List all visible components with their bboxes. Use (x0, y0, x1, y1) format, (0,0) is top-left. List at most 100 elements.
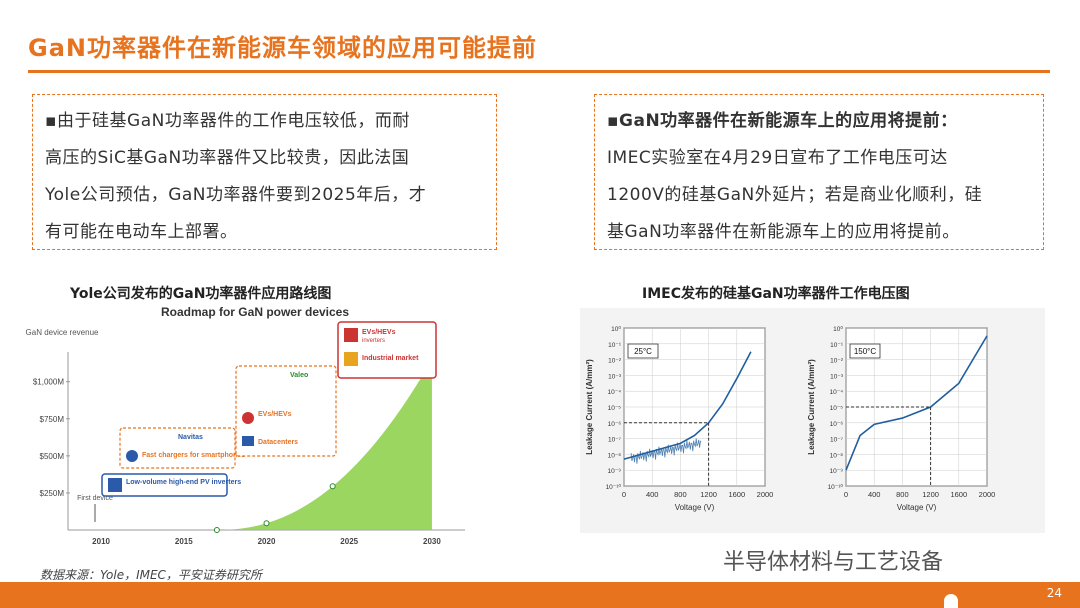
left-box-line-1: ▪由于硅基GaN功率器件的工作电压较低，而耐 (45, 111, 410, 131)
imec-x-tick: 1200 (700, 490, 717, 499)
roadmap-chart: Roadmap for GaN power devices GaN device… (26, 305, 465, 546)
charger-icon (126, 450, 138, 462)
roadmap-x-tick: 2025 (340, 537, 358, 546)
imec-x-tick: 400 (868, 490, 881, 499)
imec-y-label: Leakage Current (A/mm²) (807, 359, 816, 455)
left-box-line-4: 有可能在电动车上部署。 (45, 222, 238, 242)
imec-y-tick: 10⁻⁴ (608, 389, 622, 396)
roadmap-y-tick: $500M (40, 452, 65, 461)
inverter-icon (344, 328, 358, 342)
pv-inverters-box (101, 473, 228, 497)
server-icon (242, 436, 254, 446)
right-box-line-4: 基GaN功率器件在新能源车上的应用将提前。 (607, 222, 960, 242)
roadmap-x-tick: 2015 (175, 537, 193, 546)
imec-y-tick: 10⁻¹ (830, 342, 844, 349)
imec-y-tick: 10⁻⁶ (830, 421, 844, 428)
temperature-label: 25°C (634, 347, 652, 356)
right-box-line-3: 1200V的硅基GaN外延片；若是商业化顺利，硅 (607, 185, 983, 205)
valeo-logo: Valeo (290, 372, 308, 379)
evs-industrial-box (337, 321, 437, 379)
left-box-line-3: Yole公司预估，GaN功率器件要到2025年后，才 (45, 185, 427, 205)
right-box-line-1: ▪GaN功率器件在新能源车上的应用将提前： (607, 111, 958, 131)
imec-y-tick: 10⁻² (830, 358, 844, 365)
footer-logo-badge (944, 594, 958, 608)
imec-y-tick: 10⁻⁷ (608, 437, 622, 444)
navitas-logo: Navitas (178, 434, 203, 441)
solar-panel-icon (108, 478, 122, 492)
roadmap-y-tick: $250M (40, 489, 65, 498)
left-text-box: ▪由于硅基GaN功率器件的工作电压较低，而耐 高压的SiC基GaN功率器件又比较… (32, 94, 497, 250)
roadmap-heading: Roadmap for GaN power devices (161, 305, 349, 319)
imec-y-tick: 10⁻⁶ (608, 421, 622, 428)
imec-y-tick: 10⁻⁷ (830, 437, 844, 444)
slide-title: GaN功率器件在新能源车领域的应用可能提前 (28, 34, 537, 62)
roadmap-x-tick: 2010 (92, 537, 110, 546)
left-box-line-2: 高压的SiC基GaN功率器件又比较贵，因此法国 (45, 148, 410, 168)
imec-x-tick: 1600 (728, 490, 745, 499)
temperature-label: 150°C (854, 347, 877, 356)
imec-y-tick: 10⁰ (833, 325, 843, 333)
imec-x-tick: 1600 (950, 490, 967, 499)
imec-y-tick: 10⁻² (608, 358, 622, 365)
imec-y-tick: 10⁻⁵ (830, 405, 844, 412)
imec-y-label: Leakage Current (A/mm²) (585, 359, 594, 455)
roadmap-revenue-area (216, 359, 432, 530)
first-device-label: First device (77, 495, 113, 502)
imec-y-tick: 10⁻⁹ (608, 468, 622, 475)
temperature-label-box (849, 343, 881, 359)
footer-bar: 24 (0, 582, 1080, 608)
imec-y-tick: 10⁻¹⁰ (828, 483, 844, 491)
imec-x-label: Voltage (V) (897, 503, 937, 512)
leakage-noise (630, 438, 702, 464)
imec-y-tick: 10⁻³ (830, 373, 844, 380)
wechat-watermark: 半导体材料与工艺设备 (723, 550, 944, 575)
imec-x-tick: 0 (622, 490, 626, 499)
applications-box (235, 365, 337, 457)
imec-x-tick: 800 (896, 490, 909, 499)
roadmap-point (329, 483, 336, 490)
industry-icon (344, 352, 358, 366)
roadmap-point (213, 527, 220, 533)
evs-sub-label: inverters (362, 338, 385, 344)
imec-y-tick: 10⁻⁴ (830, 389, 844, 396)
imec-y-tick: 10⁻³ (608, 373, 622, 380)
imec-y-tick: 10⁻⁹ (830, 468, 844, 475)
title-divider (28, 70, 1050, 73)
imec-y-tick: 10⁻⁸ (608, 452, 622, 459)
datacenters-label: Datacenters (258, 439, 298, 446)
car-icon (242, 412, 254, 424)
imec-x-label: Voltage (V) (675, 503, 715, 512)
temperature-label-box (627, 343, 659, 359)
left-figure-caption: Yole公司发布的GaN功率器件应用路线图 (70, 286, 332, 302)
imec-y-tick: 10⁰ (611, 325, 621, 333)
imec-y-tick: 10⁻¹ (608, 342, 622, 349)
roadmap-x-tick: 2020 (258, 537, 276, 546)
page-number: 24 (1046, 586, 1062, 600)
chargers-box (119, 427, 236, 469)
right-box-line-2: IMEC实验室在4月29日宣布了工作电压可达 (607, 148, 948, 168)
roadmap-x-tick: 2030 (423, 537, 441, 546)
roadmap-y-tick: $750M (40, 415, 65, 424)
imec-y-tick: 10⁻⁵ (608, 405, 622, 412)
imec-x-tick: 2000 (979, 490, 996, 499)
evs-mid-label: EVs/HEVs (258, 411, 292, 418)
roadmap-ylabel: GaN device revenue (26, 328, 99, 337)
source-note: 数据来源：Yole，IMEC，平安证券研究所 (40, 568, 262, 582)
right-figure-caption: IMEC发布的硅基GaN功率器件工作电压图 (642, 286, 910, 302)
imec-x-tick: 400 (646, 490, 659, 499)
imec-panel: 10⁻¹⁰ 10⁻⁹ 10⁻⁸ 10⁻⁷ 10⁻⁶ 10⁻⁵ 10⁻⁴ 10⁻³ 10⁻² 10⁻… (807, 325, 995, 512)
pv-inverters-label: Low-volume high-end PV inverters (126, 479, 241, 486)
industrial-label: Industrial market (362, 355, 419, 362)
roadmap-point (263, 520, 270, 527)
chargers-label: Fast chargers for smartphones (142, 452, 245, 459)
leakage-curve (845, 335, 988, 471)
evs-label: EVs/HEVs (362, 329, 396, 336)
right-text-box: ▪GaN功率器件在新能源车上的应用将提前： IMEC实验室在4月29日宣布了工作… (594, 94, 1044, 250)
roadmap-y-tick: $1,000M (33, 378, 64, 387)
imec-x-tick: 0 (844, 490, 848, 499)
imec-x-tick: 800 (674, 490, 687, 499)
imec-y-tick: 10⁻⁸ (830, 452, 844, 459)
imec-x-tick: 2000 (757, 490, 774, 499)
imec-y-tick: 10⁻¹⁰ (606, 483, 622, 491)
imec-panel: 10⁻¹⁰ 10⁻⁹ 10⁻⁸ 10⁻⁷ 10⁻⁶ 10⁻⁵ 10⁻⁴ 10⁻³ 10⁻² 10⁻… (585, 325, 773, 512)
